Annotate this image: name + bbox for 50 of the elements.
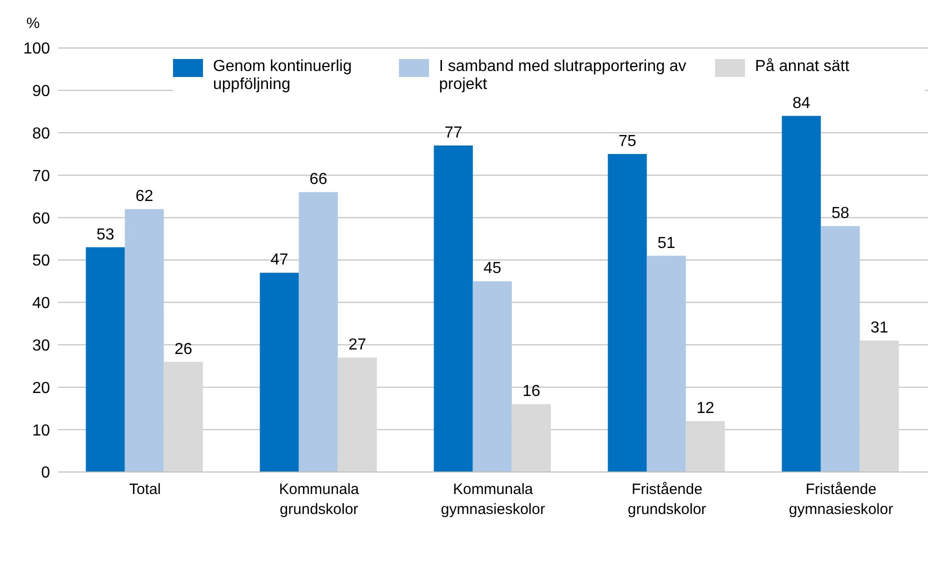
y-tick-label: 50 bbox=[32, 252, 50, 270]
y-axis-title: % bbox=[26, 15, 40, 32]
y-tick-label: 0 bbox=[41, 464, 50, 482]
y-tick-label: 60 bbox=[32, 210, 50, 228]
y-tick-label: 40 bbox=[32, 295, 50, 312]
data-label: 45 bbox=[483, 260, 502, 278]
y-tick-label: 80 bbox=[32, 125, 50, 142]
data-label: 66 bbox=[309, 171, 328, 188]
bar bbox=[472, 281, 512, 472]
data-label: 77 bbox=[444, 124, 462, 142]
data-label: 16 bbox=[522, 383, 540, 400]
x-tick-label: Fristående gymnasieskolor bbox=[788, 481, 894, 518]
bar bbox=[86, 247, 125, 472]
legend-label: På annat sätt bbox=[755, 58, 850, 76]
x-tick-label: Kommunala grundskolor bbox=[278, 481, 360, 518]
y-tick-label: 20 bbox=[32, 380, 50, 397]
data-label: 84 bbox=[792, 94, 810, 112]
bar bbox=[164, 362, 203, 472]
x-tick-label: Fristående grundskolor bbox=[628, 481, 706, 518]
data-label: 26 bbox=[174, 340, 192, 358]
bar bbox=[512, 404, 551, 472]
bar bbox=[860, 340, 899, 472]
x-tick-label: Kommunala gymnasieskolor bbox=[440, 481, 546, 518]
data-label: 27 bbox=[348, 336, 366, 354]
bar bbox=[434, 146, 473, 472]
bar bbox=[608, 154, 647, 472]
bar bbox=[260, 272, 299, 472]
bar bbox=[124, 209, 164, 472]
y-tick-label: 90 bbox=[32, 83, 50, 100]
bar bbox=[338, 358, 377, 472]
data-label: 31 bbox=[870, 320, 888, 337]
bar bbox=[646, 256, 686, 472]
x-tick-label: Total bbox=[129, 481, 161, 498]
data-label: 75 bbox=[618, 133, 636, 150]
data-label: 62 bbox=[135, 188, 154, 206]
data-label: 58 bbox=[831, 205, 850, 222]
data-label: 47 bbox=[270, 252, 288, 269]
data-label: 12 bbox=[696, 400, 714, 418]
bar bbox=[782, 116, 821, 472]
data-label: 53 bbox=[96, 226, 114, 244]
y-tick-label: 30 bbox=[32, 337, 50, 354]
y-tick-label: 100 bbox=[23, 40, 50, 58]
legend-label: Genom kontinuerlig uppföljning bbox=[213, 58, 353, 94]
y-tick-label: 70 bbox=[32, 168, 50, 185]
bar bbox=[298, 192, 338, 472]
data-label: 51 bbox=[657, 234, 676, 252]
y-tick-label: 10 bbox=[32, 422, 50, 440]
bar bbox=[820, 226, 860, 472]
bar bbox=[686, 421, 725, 472]
legend-label: I samband med slutrapportering av projekt bbox=[439, 58, 688, 94]
